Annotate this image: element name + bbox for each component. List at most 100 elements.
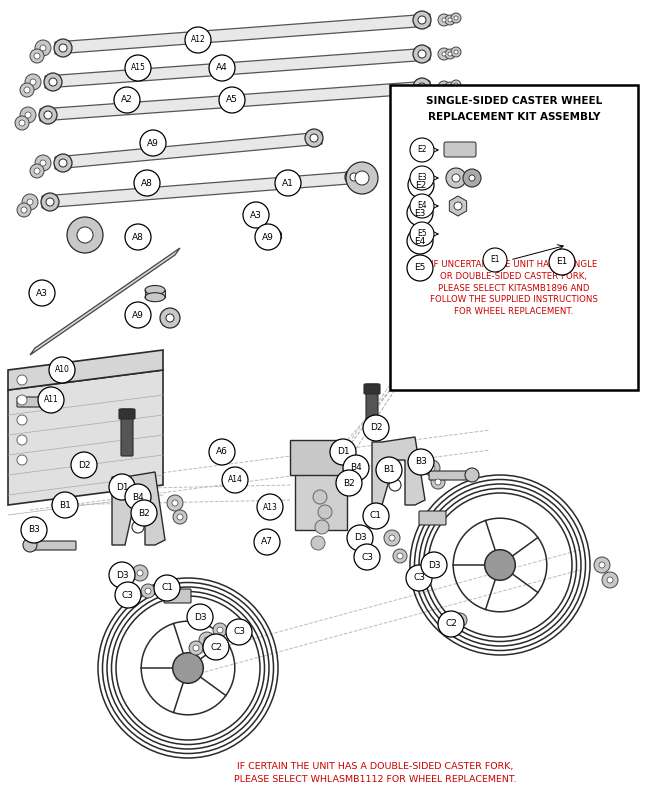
Circle shape (389, 479, 401, 491)
Text: D1: D1 (116, 483, 128, 492)
Circle shape (444, 619, 460, 635)
Circle shape (445, 15, 455, 25)
Circle shape (21, 207, 27, 213)
Circle shape (44, 73, 62, 91)
Circle shape (40, 45, 46, 51)
Circle shape (355, 171, 369, 185)
Circle shape (410, 166, 434, 190)
Circle shape (255, 224, 281, 250)
Bar (265, 233, 281, 238)
Text: E5: E5 (417, 229, 427, 238)
Text: A1: A1 (282, 179, 294, 188)
Text: C1: C1 (161, 584, 173, 593)
Text: C2: C2 (210, 642, 222, 651)
Circle shape (465, 468, 479, 482)
Circle shape (34, 168, 40, 174)
Text: E3: E3 (417, 173, 427, 183)
Circle shape (408, 172, 434, 198)
Circle shape (330, 439, 356, 465)
Circle shape (203, 634, 229, 660)
Text: C2: C2 (445, 619, 457, 629)
Text: A8: A8 (132, 233, 144, 241)
Circle shape (35, 40, 51, 56)
Circle shape (24, 87, 30, 93)
Text: A12: A12 (191, 35, 205, 44)
Circle shape (346, 162, 378, 194)
Circle shape (125, 55, 151, 81)
Text: A15: A15 (131, 63, 146, 72)
Bar (145, 290, 165, 298)
Text: C3: C3 (361, 553, 373, 561)
Circle shape (445, 49, 455, 59)
Circle shape (454, 230, 462, 238)
Circle shape (109, 474, 135, 500)
Circle shape (407, 228, 433, 254)
Circle shape (410, 138, 434, 162)
Circle shape (406, 565, 432, 591)
Circle shape (449, 624, 455, 630)
Circle shape (166, 314, 174, 322)
Circle shape (413, 11, 431, 29)
Circle shape (410, 194, 434, 218)
Circle shape (442, 52, 446, 56)
Circle shape (454, 83, 458, 87)
Circle shape (594, 557, 610, 573)
Circle shape (222, 467, 248, 493)
Circle shape (20, 83, 34, 97)
Circle shape (438, 81, 450, 93)
Circle shape (483, 248, 507, 272)
FancyBboxPatch shape (17, 397, 57, 407)
Ellipse shape (145, 293, 165, 302)
FancyBboxPatch shape (119, 409, 135, 419)
Circle shape (243, 202, 269, 228)
Polygon shape (45, 48, 430, 88)
Text: IF CERTAIN THE UNIT HAS A DOUBLE-SIDED CASTER FORK,
PLEASE SELECT WHLASMB1112 FO: IF CERTAIN THE UNIT HAS A DOUBLE-SIDED C… (234, 763, 516, 784)
Polygon shape (112, 472, 165, 545)
Bar (249, 210, 267, 216)
Circle shape (34, 53, 40, 59)
Text: IF UNCERTAIN THE UNIT HAS A SINGLE
OR DOUBLE-SIDED CASTER FORK,
PLEASE SELECT KI: IF UNCERTAIN THE UNIT HAS A SINGLE OR DO… (430, 260, 598, 316)
Circle shape (432, 564, 438, 570)
Circle shape (463, 169, 481, 187)
Circle shape (17, 455, 27, 465)
Circle shape (442, 18, 446, 22)
Text: A9: A9 (262, 233, 274, 241)
FancyBboxPatch shape (366, 384, 378, 428)
Text: E1: E1 (556, 257, 567, 266)
FancyBboxPatch shape (429, 471, 473, 480)
Polygon shape (8, 350, 163, 390)
Circle shape (125, 484, 151, 510)
Circle shape (115, 582, 141, 608)
Circle shape (30, 49, 44, 63)
Circle shape (442, 85, 446, 89)
Circle shape (145, 588, 151, 594)
Circle shape (209, 439, 235, 465)
Text: REPLACEMENT KIT ASSEMBLY: REPLACEMENT KIT ASSEMBLY (428, 112, 600, 122)
Circle shape (167, 495, 183, 511)
Circle shape (454, 202, 462, 210)
Text: B1: B1 (383, 465, 395, 475)
Circle shape (407, 255, 433, 281)
Circle shape (345, 168, 363, 186)
Text: A11: A11 (43, 395, 58, 404)
Text: B3: B3 (28, 525, 40, 534)
Circle shape (20, 107, 36, 123)
Text: A2: A2 (121, 95, 133, 104)
Text: A6: A6 (216, 448, 228, 456)
Circle shape (559, 219, 581, 241)
Circle shape (30, 164, 44, 178)
Circle shape (451, 13, 461, 23)
Circle shape (114, 87, 140, 113)
Circle shape (336, 470, 362, 496)
Circle shape (59, 44, 67, 52)
Circle shape (177, 514, 183, 520)
Circle shape (275, 170, 301, 196)
Circle shape (17, 415, 27, 425)
Ellipse shape (265, 235, 281, 241)
FancyBboxPatch shape (444, 142, 476, 157)
Circle shape (429, 465, 435, 471)
FancyBboxPatch shape (390, 85, 638, 390)
Text: D3: D3 (354, 533, 366, 542)
Circle shape (199, 632, 215, 648)
Text: B3: B3 (415, 457, 427, 467)
